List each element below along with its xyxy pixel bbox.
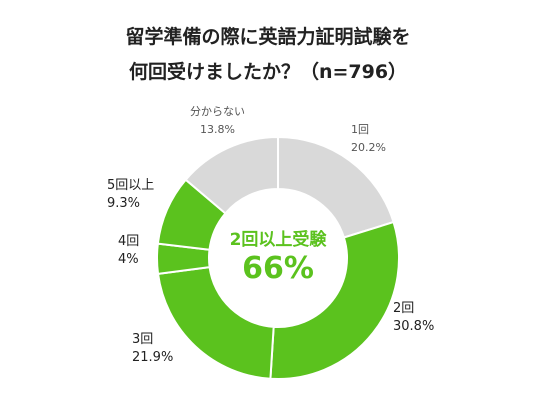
slice-label-wakaranai: 分からない 13.8% bbox=[190, 103, 245, 139]
slice-category: 1回 bbox=[351, 123, 369, 136]
slice-category: 3回 bbox=[132, 332, 154, 347]
donut-slice-1 bbox=[269, 220, 400, 380]
slice-value: 20.2% bbox=[351, 141, 386, 154]
slice-label-2kai: 2回 30.8% bbox=[393, 300, 434, 336]
slice-value: 13.8% bbox=[200, 123, 235, 136]
slice-category: 4回 bbox=[118, 234, 140, 249]
slice-category: 分からない bbox=[190, 105, 245, 118]
center-label: 2回以上受験 bbox=[230, 229, 328, 250]
slice-value: 30.8% bbox=[393, 319, 435, 334]
slice-value: 21.9% bbox=[132, 350, 174, 365]
slice-category: 2回 bbox=[393, 301, 415, 316]
donut-slice-5 bbox=[184, 135, 279, 215]
slice-value: 4% bbox=[118, 252, 139, 267]
slice-label-4kai: 4回 4% bbox=[118, 233, 139, 269]
donut-slice-2 bbox=[156, 265, 275, 380]
slice-label-5kai-ijou: 5回以上 9.3% bbox=[107, 177, 154, 213]
slice-label-3kai: 3回 21.9% bbox=[132, 331, 173, 367]
chart-title-line1: 留学準備の際に英語力証明試験を bbox=[125, 26, 411, 48]
center-value: 66% bbox=[242, 251, 314, 286]
chart-title-line2: 何回受けましたか？（n=796） bbox=[128, 61, 408, 83]
slice-label-1kai: 1回 20.2% bbox=[351, 121, 386, 157]
slice-value: 9.3% bbox=[107, 196, 141, 211]
slice-category: 5回以上 bbox=[107, 178, 155, 193]
